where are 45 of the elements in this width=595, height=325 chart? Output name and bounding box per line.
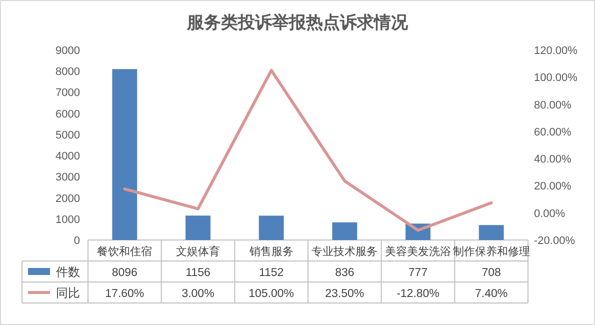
data-label: 23.50% <box>325 288 364 300</box>
data-label: 1152 <box>258 267 284 279</box>
line-series <box>123 68 493 232</box>
y2-tick-label: 20.00% <box>534 180 572 193</box>
y2-tick-label: 80.00% <box>534 99 572 112</box>
legend-label: 同比 <box>56 286 80 300</box>
data-label: 17.60% <box>105 288 144 300</box>
y-tick-label: 3000 <box>56 172 80 184</box>
x-tick-label: 餐饮和住宿 <box>97 245 152 258</box>
y-tick-label: 1000 <box>56 214 80 226</box>
bar <box>478 225 504 240</box>
y-tick-label: 5000 <box>56 129 80 142</box>
y-tick-label: 2000 <box>56 192 80 205</box>
data-label: 105.00% <box>248 288 294 300</box>
x-tick-label: 销售服务 <box>248 246 294 258</box>
y-tick-label: 7000 <box>56 87 80 100</box>
y2-tick-label: 60.00% <box>534 126 572 138</box>
legend-label: 件数 <box>56 265 80 279</box>
y-tick-label: 6000 <box>56 108 80 120</box>
data-label: 777 <box>408 267 428 279</box>
x-tick-label: 专业技术服务 <box>312 245 378 258</box>
x-tick-label: 文娱体育 <box>176 245 220 258</box>
y2-tick-label: 40.00% <box>534 154 572 166</box>
y-tick-label: 9000 <box>56 45 80 57</box>
bar <box>186 216 210 240</box>
data-label: 1156 <box>186 267 210 279</box>
y2-tick-label: 0.00% <box>534 208 566 220</box>
data-label: -12.80% <box>396 288 440 300</box>
x-tick-label: 美容美发洗浴 <box>385 245 451 258</box>
y-tick-label: 0 <box>74 235 80 247</box>
bar <box>112 69 138 240</box>
data-label: 8096 <box>112 267 138 279</box>
bar <box>332 222 358 240</box>
x-tick-label: 制作保养和修理 <box>452 245 530 258</box>
data-label: 836 <box>335 267 354 279</box>
data-label: 708 <box>482 267 501 279</box>
chart-title: 服务类投诉举报热点诉求情况 <box>186 13 409 32</box>
data-label: 3.00% <box>182 288 214 300</box>
y2-tick-label: 100.00% <box>534 72 578 84</box>
data-label: 7.40% <box>475 288 508 300</box>
y-tick-label: 8000 <box>56 66 80 78</box>
bar <box>258 216 284 240</box>
y2-tick-label: 120.00% <box>534 45 578 57</box>
y2-tick-label: -20.00% <box>534 235 576 247</box>
y-tick-label: 4000 <box>56 150 80 163</box>
